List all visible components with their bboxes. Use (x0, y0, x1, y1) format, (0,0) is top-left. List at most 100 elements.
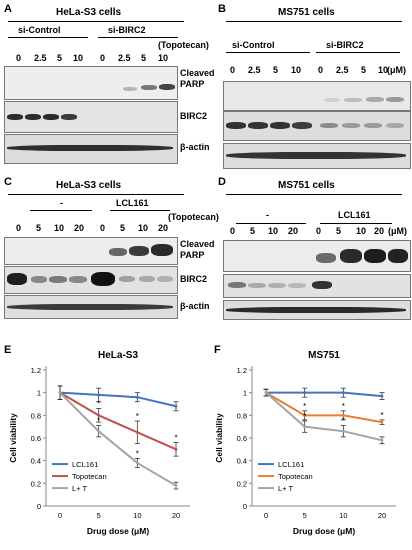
data-point (174, 484, 178, 487)
panel-a-group1: si-Control (18, 25, 61, 35)
y-tick-label: 0.6 (31, 434, 41, 443)
blot-c-cleaved-parp (4, 237, 178, 265)
data-point (341, 429, 345, 433)
x-axis-label: Drug dose (μM) (87, 526, 150, 536)
y-tick-label: 0 (243, 502, 247, 511)
legend-label: Topotecan (72, 472, 107, 481)
data-point (380, 438, 384, 442)
chart-title: MS751 (308, 350, 340, 361)
y-tick-label: 0.4 (237, 457, 247, 466)
panel-a-drug: (Topotecan) (158, 40, 209, 50)
chart-title: HeLa-S3 (98, 350, 138, 361)
panel-c-dose: 10 (54, 223, 65, 233)
x-tick-label: 10 (339, 511, 347, 520)
significance-star: * (97, 400, 100, 409)
data-point (303, 413, 307, 417)
data-point (174, 447, 178, 451)
panel-b-group2: si-BIRC2 (326, 40, 364, 50)
y-tick-label: 1 (37, 389, 41, 398)
data-point (303, 425, 307, 429)
data-point (135, 395, 139, 399)
panel-label-c: C (4, 176, 12, 188)
row-label-actin: β-actin (180, 142, 210, 152)
panel-b-unit: (μM) (387, 65, 406, 75)
panel-d-dose: 0 (230, 226, 236, 236)
significance-star: * (380, 411, 383, 420)
row-label-actin-c: β-actin (180, 301, 210, 311)
series-line (59, 391, 177, 408)
row-label-cleaved-parp-c: Cleaved PARP (180, 239, 215, 260)
panel-label-f: F (214, 344, 221, 356)
panel-d-group2: LCL161 (338, 210, 371, 220)
data-point (303, 391, 307, 395)
x-tick-label: 5 (303, 511, 307, 520)
y-tick-label: 0.2 (31, 479, 41, 488)
panel-a-dose: 0 (16, 53, 22, 63)
panel-a-dose: 10 (158, 53, 169, 63)
panel-d-dose: 20 (288, 226, 299, 236)
legend-label: L+ T (278, 484, 293, 493)
panel-label-a: A (4, 3, 12, 15)
y-tick-label: 0.2 (237, 479, 247, 488)
panel-a-dose: 5 (141, 53, 147, 63)
blot-a-cleaved-parp (4, 66, 178, 100)
legend-label: L+ T (72, 484, 87, 493)
panel-c-dose: 20 (158, 223, 169, 233)
blot-b-birc2 (223, 111, 411, 141)
panel-a-title: HeLa-S3 cells (56, 7, 122, 18)
panel-b-dose: 0 (318, 65, 324, 75)
y-tick-label: 0.8 (237, 411, 247, 420)
panel-a-group2: si-BIRC2 (108, 25, 146, 35)
y-tick-label: 1.2 (237, 366, 247, 375)
y-tick-label: 0 (37, 502, 41, 511)
chart-f: MS751 0 0.2 0.4 0.6 0.8 1 1.2 0 5 10 20 Drug dose (μ… (214, 350, 396, 536)
y-axis-label: Cell viability (8, 413, 18, 463)
blot-d-cleaved-parp (223, 240, 411, 272)
blot-c-birc2 (4, 266, 178, 294)
panel-a-dose: 5 (57, 53, 63, 63)
x-tick-label: 0 (58, 511, 62, 520)
panel-c-dose: 5 (36, 223, 42, 233)
blot-b-cleaved-parp (223, 81, 411, 111)
panel-c-dose: 20 (74, 223, 85, 233)
data-point (341, 391, 345, 395)
y-tick-label: 0.8 (31, 411, 41, 420)
data-point (58, 391, 62, 395)
y-tick-label: 1.2 (31, 366, 41, 375)
panel-d-dose: 5 (250, 226, 256, 236)
panel-a-dose: 2.5 (34, 53, 47, 63)
panel-a-dose: 10 (73, 53, 84, 63)
significance-star: * (303, 402, 306, 411)
panel-b-dose: 2.5 (248, 65, 261, 75)
blot-a-birc2 (4, 101, 178, 133)
significance-star: * (342, 402, 345, 411)
x-tick-label: 5 (97, 511, 101, 520)
panel-b-dose: 10 (378, 65, 389, 75)
panel-b-dose: 5 (361, 65, 367, 75)
panel-b-group1: si-Control (232, 40, 275, 50)
significance-star: * (136, 412, 139, 421)
panel-label-e: E (4, 344, 12, 356)
panel-c-dose: 10 (138, 223, 149, 233)
legend-label: Topotecan (278, 472, 313, 481)
panel-d-dose: 10 (268, 226, 279, 236)
panel-c-group2: LCL161 (116, 198, 149, 208)
panel-d-group1: - (266, 210, 269, 220)
panel-label-b: B (218, 3, 226, 15)
panel-d-dose: 5 (336, 226, 342, 236)
panel-b-dose: 5 (273, 65, 279, 75)
blot-a-actin (4, 134, 178, 164)
data-point (97, 393, 101, 397)
panel-d-dose: 20 (374, 226, 385, 236)
legend-label: LCL161 (72, 460, 98, 469)
panel-b-dose: 2.5 (336, 65, 349, 75)
y-tick-label: 0.4 (31, 457, 41, 466)
blot-c-actin (4, 295, 178, 319)
panel-a-dose: 0 (100, 53, 106, 63)
panel-label-d: D (218, 176, 226, 188)
panel-c-dose: 0 (16, 223, 22, 233)
y-tick-label: 1 (243, 389, 247, 398)
significance-star: * (136, 449, 139, 458)
series-line (265, 391, 383, 442)
significance-star: * (303, 412, 306, 421)
